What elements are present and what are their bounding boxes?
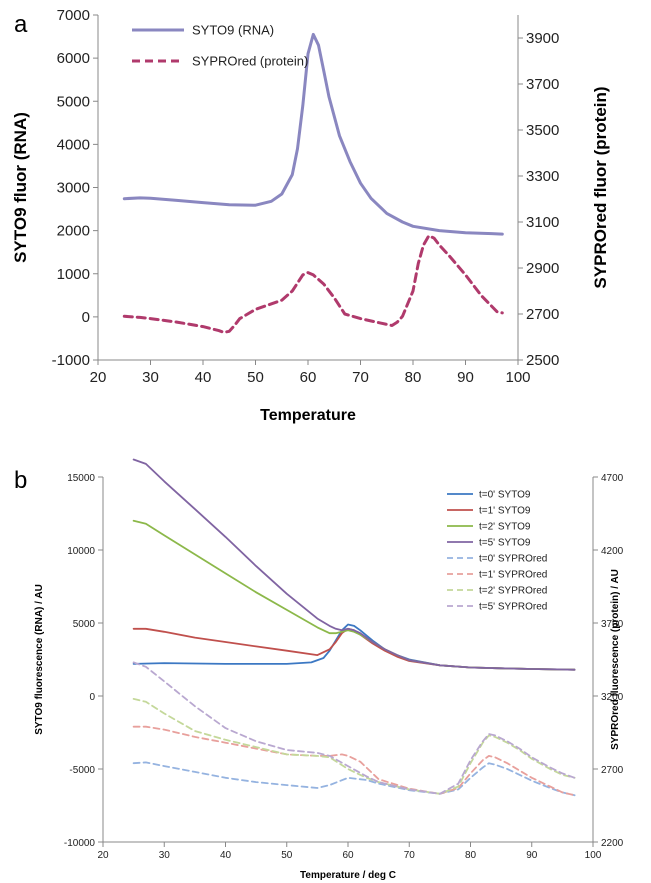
y-tick-label: -5000 <box>69 765 95 776</box>
series-line <box>132 458 576 671</box>
y2-tick-label: 3500 <box>526 122 559 139</box>
series-line <box>122 234 504 334</box>
y-tick-label: 7000 <box>57 7 90 24</box>
y-tick-label: 4000 <box>57 136 90 153</box>
y-tick-label: 1000 <box>57 266 90 283</box>
x-tick-label: 20 <box>90 369 107 386</box>
x-tick-label: 40 <box>195 369 212 386</box>
legend-label: SYTO9 (RNA) <box>192 23 274 38</box>
x-tick-label: 90 <box>457 369 474 386</box>
y2-tick-label: 3200 <box>601 692 624 703</box>
y2-tick-label: 3700 <box>526 76 559 93</box>
y2-tick-label: 3100 <box>526 214 559 231</box>
chart-a: 20 30 40 50 60 70 80 90 100 -1000 0 1000 2000 3000 400… <box>11 7 610 424</box>
x-tick-label: 70 <box>404 850 416 861</box>
y2-tick-label: 3300 <box>526 168 559 185</box>
legend-label: t=0' SYTO9 <box>479 490 531 501</box>
y2-axis-label: SYPROred fluorescence (protein) / AU <box>610 569 621 750</box>
series-line <box>122 32 504 236</box>
y2-tick-label: 2700 <box>601 765 624 776</box>
x-tick-label: 50 <box>247 369 264 386</box>
y2-axis-label: SYPROred fluor (protein) <box>591 86 610 288</box>
x-axis-label: Temperature / deg C <box>300 870 396 881</box>
y-tick-label: -1000 <box>52 352 90 369</box>
series-line <box>132 761 576 797</box>
y-tick-label: -10000 <box>64 838 96 849</box>
x-tick-label: 100 <box>505 369 530 386</box>
y2-tick-label: 3700 <box>601 619 624 630</box>
x-axis-label: Temperature <box>260 407 356 424</box>
x-tick-label: 40 <box>220 850 232 861</box>
x-tick-label: 30 <box>142 369 159 386</box>
x-tick-label: 60 <box>300 369 317 386</box>
legend-label: t=2' SYTO9 <box>479 522 531 533</box>
x-tick-label: 80 <box>465 850 477 861</box>
y-tick-label: 5000 <box>57 93 90 110</box>
x-tick-label: 80 <box>405 369 422 386</box>
series-line <box>132 725 576 797</box>
y-tick-label: 15000 <box>67 473 95 484</box>
x-tick-label: 60 <box>342 850 354 861</box>
legend-label: t=5' SYPROred <box>479 602 547 613</box>
y-tick-label: 10000 <box>67 546 95 557</box>
y2-tick-label: 2700 <box>526 306 559 323</box>
y2-tick-label: 2200 <box>601 838 624 849</box>
legend-label: t=2' SYPROred <box>479 586 547 597</box>
x-tick-label: 70 <box>352 369 369 386</box>
legend-label: t=1' SYTO9 <box>479 506 531 517</box>
y-axis-label: SYTO9 fluor (RNA) <box>11 112 30 263</box>
y2-tick-label: 4200 <box>601 546 624 557</box>
panel-a-label: a <box>14 11 28 38</box>
y2-tick-label: 2900 <box>526 260 559 277</box>
chart-b: 20 30 40 50 60 70 80 90 100 -10000 -5000 0 5000 10000… <box>34 458 624 881</box>
y-tick-label: 2000 <box>57 223 90 240</box>
panel-b-label: b <box>14 467 27 494</box>
x-tick-label: 50 <box>281 850 293 861</box>
x-tick-label: 90 <box>526 850 538 861</box>
y-tick-label: 0 <box>82 309 90 326</box>
series-line <box>132 661 576 795</box>
y-tick-label: 6000 <box>57 50 90 67</box>
legend-label: t=5' SYTO9 <box>479 538 531 549</box>
x-tick-label: 20 <box>97 850 109 861</box>
x-tick-label: 100 <box>585 850 602 861</box>
y2-tick-label: 4700 <box>601 473 624 484</box>
y-tick-label: 3000 <box>57 180 90 197</box>
y-axis-label: SYTO9 fluorescence (RNA) / AU <box>34 584 45 735</box>
legend-label: SYPROred (protein) <box>192 54 308 69</box>
legend-label: t=1' SYPROred <box>479 570 547 581</box>
y2-tick-label: 3900 <box>526 30 559 47</box>
series-line <box>132 698 576 795</box>
y-tick-label: 0 <box>89 692 95 703</box>
y-tick-label: 5000 <box>73 619 96 630</box>
legend-label: t=0' SYPROred <box>479 554 547 565</box>
y2-tick-label: 2500 <box>526 352 559 369</box>
x-tick-label: 30 <box>159 850 171 861</box>
